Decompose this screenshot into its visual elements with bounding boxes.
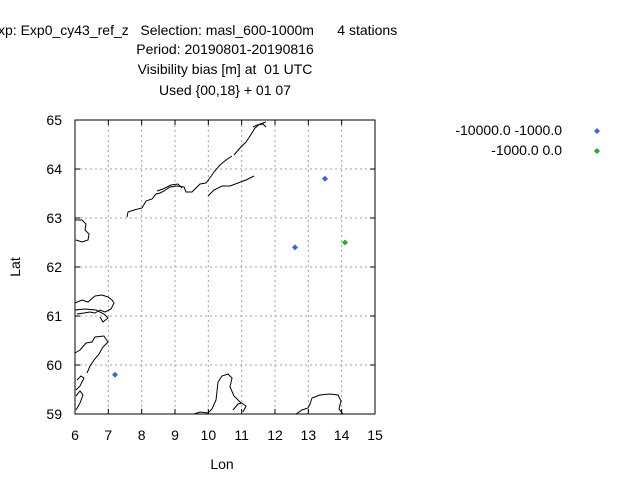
x-tick-label: 7 (104, 427, 112, 443)
chart-title: Visibility bias [m] at 01 UTC (137, 61, 313, 77)
y-axis-ticks: 59 60 61 62 63 64 65 (46, 112, 375, 422)
x-tick-label: 9 (171, 427, 179, 443)
y-tick-label: 59 (46, 406, 62, 422)
grid-lines (75, 120, 375, 414)
legend-entry-label: -10000.0 -1000.0 (455, 122, 562, 138)
x-tick-label: 8 (138, 427, 146, 443)
y-axis-label: Lat (7, 257, 23, 277)
y-tick-label: 63 (46, 210, 62, 226)
title-period-line: Period: 20190801-20190816 (136, 41, 314, 57)
data-point (322, 175, 328, 182)
data-point (112, 371, 118, 378)
data-point (342, 239, 348, 246)
legend-entry-label: -1000.0 0.0 (491, 142, 562, 158)
x-tick-label: 6 (71, 427, 79, 443)
y-tick-label: 64 (46, 161, 62, 177)
x-tick-label: 11 (234, 427, 249, 443)
data-points (112, 175, 348, 378)
coastline-outline (74, 121, 344, 415)
title-used-line: Used {00,18} + 01 07 (159, 82, 291, 98)
x-tick-label: 14 (334, 427, 350, 443)
x-tick-label: 10 (201, 427, 217, 443)
y-tick-label: 62 (46, 259, 62, 275)
legend-marker (594, 128, 600, 134)
data-point (292, 244, 298, 251)
x-tick-label: 15 (367, 427, 383, 443)
x-tick-label: 13 (301, 427, 317, 443)
x-axis-label: Lon (210, 456, 233, 472)
title-experiment-line: xp: Exp0_cy43_ref_z Selection: masl_600-… (0, 22, 398, 38)
y-tick-label: 60 (46, 357, 62, 373)
legend: -10000.0 -1000.0 -1000.0 0.0 (455, 122, 600, 158)
x-tick-label: 12 (267, 427, 283, 443)
legend-marker (594, 148, 600, 154)
x-axis-ticks: 6 7 8 9 10 11 12 13 14 15 (71, 120, 383, 443)
y-tick-label: 65 (46, 112, 62, 128)
y-tick-label: 61 (46, 308, 62, 324)
